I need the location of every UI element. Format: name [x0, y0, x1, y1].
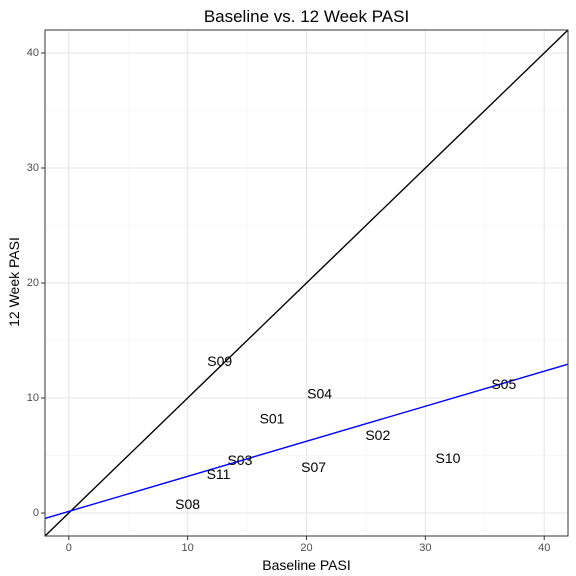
- x-tick-label: 10: [182, 542, 194, 554]
- identity-line: [44, 29, 569, 537]
- chart-title: Baseline vs. 12 Week PASI: [204, 7, 409, 26]
- x-tick-label: 30: [419, 542, 431, 554]
- point-label-s04: S04: [307, 385, 332, 401]
- y-tick-label: 30: [27, 162, 39, 174]
- y-tick-label: 40: [27, 47, 39, 59]
- reference-lines: [44, 29, 569, 537]
- y-axis-title: 12 Week PASI: [6, 237, 22, 327]
- point-labels: S09 S04 S05 S01 S02 S10 S03 S07 S11 S08: [175, 353, 516, 512]
- x-tick-label: 0: [66, 542, 72, 554]
- x-axis-title: Baseline PASI: [262, 557, 350, 573]
- y-tick-label: 10: [27, 392, 39, 404]
- point-label-s10: S10: [435, 450, 460, 466]
- point-label-s08: S08: [175, 496, 200, 512]
- gridlines: [45, 30, 568, 536]
- x-tick-label: 40: [538, 542, 550, 554]
- point-label-s02: S02: [365, 427, 390, 443]
- y-tick-label: 20: [27, 277, 39, 289]
- x-tick-label: 20: [300, 542, 312, 554]
- point-label-s01: S01: [260, 411, 285, 427]
- point-label-s07: S07: [301, 459, 326, 475]
- point-label-s05: S05: [491, 376, 516, 392]
- axes: 0 10 20 30 40 0 10 20 30 40: [27, 47, 551, 554]
- y-tick-label: 0: [33, 507, 39, 519]
- fit-line: [44, 363, 569, 520]
- point-label-s09: S09: [207, 353, 232, 369]
- point-label-s03: S03: [227, 452, 252, 468]
- point-label-s11: S11: [207, 466, 231, 482]
